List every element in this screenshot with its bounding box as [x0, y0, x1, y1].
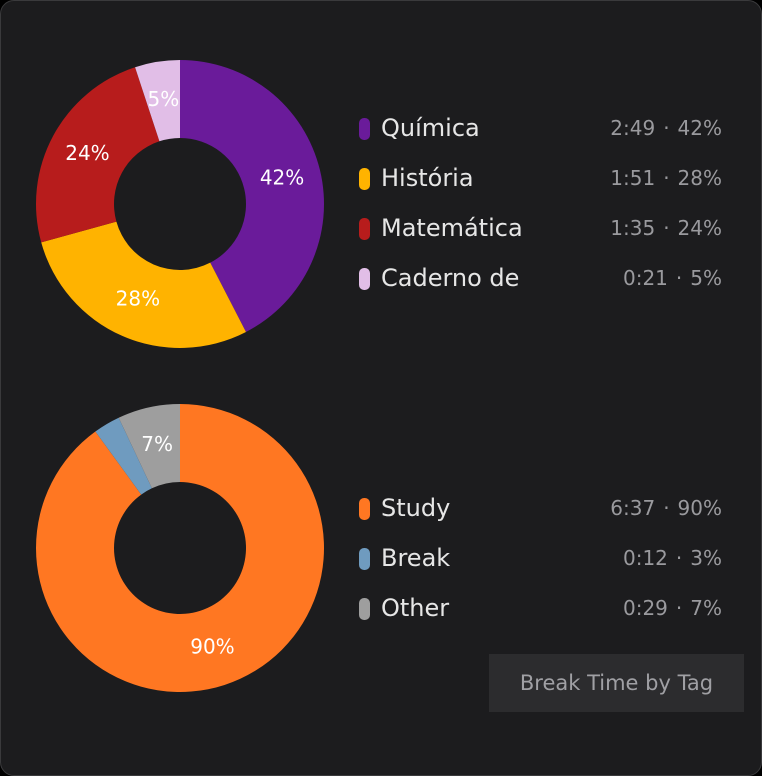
- legend-value: 6:37 · 90%: [610, 496, 722, 520]
- legend-time: 0:12: [623, 546, 668, 570]
- legend-name: Matemática: [381, 214, 523, 242]
- slice-label: 5%: [148, 87, 180, 111]
- legend-swatch: [359, 498, 370, 520]
- legend-separator: ·: [676, 596, 682, 620]
- legend-swatch: [359, 118, 370, 140]
- slice-label: 42%: [260, 166, 304, 190]
- legend-name: Study: [381, 494, 450, 522]
- legend-separator: ·: [663, 166, 669, 190]
- legend-swatch: [359, 218, 370, 240]
- legend-name: Caderno de: [381, 264, 519, 292]
- legend-name: Break: [381, 544, 450, 572]
- slice-label: 24%: [65, 141, 109, 165]
- legend-value: 0:12 · 3%: [623, 546, 722, 570]
- legend-time: 1:35: [610, 216, 655, 240]
- donut-slice: [135, 60, 180, 142]
- legend-time: 2:49: [610, 116, 655, 140]
- slice-label: 7%: [141, 432, 173, 456]
- legend-percent: 3%: [690, 546, 722, 570]
- legend-percent: 42%: [678, 116, 722, 140]
- legend-separator: ·: [663, 496, 669, 520]
- donut-slice: [41, 221, 246, 349]
- legend-percent: 24%: [678, 216, 722, 240]
- legend-swatch: [359, 168, 370, 190]
- legend-time: 1:51: [610, 166, 655, 190]
- legend-percent: 5%: [690, 266, 722, 290]
- legend-percent: 28%: [678, 166, 722, 190]
- legend-separator: ·: [676, 266, 682, 290]
- legend-name: Other: [381, 594, 449, 622]
- legend-time: 6:37: [610, 496, 655, 520]
- legend-value: 0:29 · 7%: [623, 596, 722, 620]
- donut-slice: [95, 417, 152, 495]
- donut-slice: [36, 404, 325, 692]
- legend-percent: 7%: [690, 596, 722, 620]
- legend-time: 0:21: [623, 266, 668, 290]
- legend-separator: ·: [663, 216, 669, 240]
- tab-button[interactable]: Break Time by Tag: [489, 654, 744, 712]
- legend-value: 2:49 · 42%: [610, 116, 722, 140]
- slice-label: 28%: [116, 287, 160, 311]
- legend-swatch: [359, 268, 370, 290]
- legend-separator: ·: [663, 116, 669, 140]
- donut-slice: [118, 404, 180, 489]
- legend-name: Química: [381, 114, 480, 142]
- donut-slice: [180, 60, 325, 332]
- legend-value: 1:51 · 28%: [610, 166, 722, 190]
- legend-percent: 90%: [678, 496, 722, 520]
- legend-time: 0:29: [623, 596, 668, 620]
- legend-swatch: [359, 598, 370, 620]
- legend-name: História: [381, 164, 474, 192]
- legend-value: 1:35 · 24%: [610, 216, 722, 240]
- legend-separator: ·: [676, 546, 682, 570]
- slice-label: 90%: [190, 634, 234, 658]
- legend-value: 0:21 · 5%: [623, 266, 722, 290]
- donut-slice: [36, 67, 160, 243]
- legend-swatch: [359, 548, 370, 570]
